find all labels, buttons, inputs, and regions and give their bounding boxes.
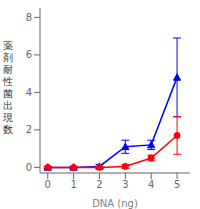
html-text:性: 性: [3, 75, 13, 87]
html-text:耐: 耐: [3, 63, 13, 75]
html-text:数: 数: [3, 123, 13, 135]
html-text:薬: 薬: [3, 39, 13, 51]
html-text:現: 現: [3, 111, 13, 123]
svg-text:2: 2: [96, 179, 102, 190]
svg-text:0: 0: [26, 162, 32, 173]
html-text:菌: 菌: [3, 87, 13, 99]
svg-text:4: 4: [148, 179, 154, 190]
svg-text:0: 0: [45, 179, 51, 190]
svg-text:2: 2: [26, 124, 32, 135]
svg-text:6: 6: [26, 49, 32, 60]
svg-text:DNA (ng): DNA (ng): [92, 198, 138, 209]
svg-text:4: 4: [26, 87, 32, 98]
svg-text:1: 1: [70, 179, 76, 190]
html-text:剤: 剤: [3, 51, 13, 63]
svg-text:8: 8: [26, 12, 32, 23]
svg-text:3: 3: [122, 179, 128, 190]
html-text:出: 出: [3, 99, 13, 111]
svg-text:5: 5: [174, 179, 180, 190]
